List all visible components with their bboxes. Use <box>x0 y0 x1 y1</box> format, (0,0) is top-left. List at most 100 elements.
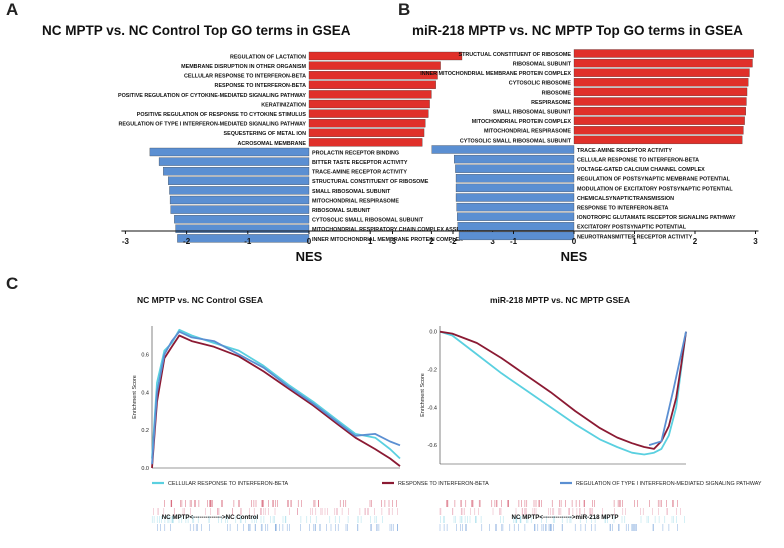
x-axis-label: NES <box>561 249 588 264</box>
term-label: CELLULAR RESPONSE TO INTERFERON-BETA <box>184 74 306 80</box>
bar-7 <box>573 106 746 116</box>
term-label: NEUROTRANSMITTER RECEPTOR ACTIVITY <box>577 234 693 240</box>
term-label: SMALL RIBOSOMAL SUBUNIT <box>493 110 572 116</box>
bar-16 <box>169 195 310 205</box>
bar-15 <box>169 186 310 195</box>
bar-11 <box>431 145 575 154</box>
x-tick-label: -3 <box>389 237 397 246</box>
series-line-2 <box>151 334 401 469</box>
bar-17 <box>170 205 310 214</box>
term-label: CYTOSOLIC SMALL RIBOSOMAL SUBUNIT <box>460 138 572 144</box>
bar-15 <box>455 183 575 193</box>
term-label: MITOCHONDRIAL PROTEIN COMPLEX <box>472 119 572 125</box>
term-label: RIBOSOME <box>542 90 572 96</box>
x-axis-label: NES <box>296 249 323 264</box>
bar-3 <box>573 68 750 77</box>
term-label: RIBOSOMAL SUBUNIT <box>513 62 572 68</box>
term-label: TRACE-AMINE RECEPTOR ACTIVITY <box>312 170 407 176</box>
series-line-1 <box>439 330 687 456</box>
bar-chart-a: REGULATION OF LACTATION MEMBRANE DISRUPTI… <box>118 51 496 264</box>
x-tick-label: -2 <box>449 237 457 246</box>
x-tick-label: 2 <box>429 237 434 246</box>
term-label: CELLULAR RESPONSE TO INTERFERON-BETA <box>577 158 699 164</box>
term-label: PROLACTIN RECEPTOR BINDING <box>312 150 399 156</box>
series-line-1 <box>151 328 401 460</box>
legend: CELLULAR RESPONSE TO INTERFERON-BETA RESP… <box>152 481 762 487</box>
term-label: STRUCTUAL CONSTITUENT OF RIBOSOME <box>458 52 571 58</box>
term-label: TRACE-AMINE RECEPTOR ACTIVITY <box>577 148 672 154</box>
bar-10 <box>573 135 743 145</box>
legend-label: REGULATION OF TYPE I INTERFERON-MEDIATED… <box>576 481 762 487</box>
bar-10 <box>308 138 423 147</box>
gsea-right-title: miR-218 MPTP vs. NC MPTP GSEA <box>490 295 630 305</box>
bar-9 <box>573 126 744 135</box>
bar-1 <box>573 49 754 58</box>
bar-2 <box>573 58 753 68</box>
y-tick-label: -0.6 <box>428 443 437 449</box>
x-tick-label: -3 <box>122 237 130 246</box>
gsea-left-title: NC MPTP vs. NC Control GSEA <box>137 295 263 305</box>
bar-4 <box>308 80 436 89</box>
x-tick-label: 0 <box>572 237 577 246</box>
term-label: RIBOSOMAL SUBUNIT <box>312 208 371 214</box>
term-label: RESPONSE TO INTERFERON-BETA <box>215 83 307 89</box>
bar-8 <box>573 116 745 125</box>
term-label: KERATINIZATION <box>261 102 306 108</box>
term-label: IONOTROPIC GLUTAMATE RECEPTOR SIGNALING … <box>577 215 736 221</box>
term-label: BITTER TASTE RECEPTOR ACTIVITY <box>312 160 408 166</box>
term-label: REGULATION OF LACTATION <box>230 54 306 60</box>
term-label: CYTOSOLIC SMALL RIBOSOMAL SUBUNIT <box>312 218 424 224</box>
bar-6 <box>573 97 747 106</box>
bar-13 <box>163 167 310 176</box>
bar-12 <box>158 157 310 166</box>
series-line-3 <box>151 330 401 465</box>
term-label: INNER MITOCHONDRIAL MEMBRANE PROTEIN COM… <box>312 237 463 243</box>
term-label: POSITIVE REGULATION OF CYTOKINE-MEDIATED… <box>118 93 306 99</box>
bar-14 <box>168 176 310 185</box>
term-label: RESPIRASOME <box>531 100 571 106</box>
bar-12 <box>454 154 575 164</box>
term-label: SEQUESTERING OF METAL ION <box>224 131 307 137</box>
gsea-left-bottom-label: NC MPTP<-------------->NC Control <box>162 514 259 521</box>
bar-17 <box>456 202 575 212</box>
x-tick-label: 1 <box>632 237 637 246</box>
bar-14 <box>455 174 575 183</box>
x-tick-label: -2 <box>183 237 191 246</box>
term-label: ACROSOMAL MEMBRANE <box>238 141 307 147</box>
bar-11 <box>149 147 310 157</box>
y-axis-label: Enrichment Score <box>420 373 426 417</box>
term-label: EXCITATORY POSTSYNAPTIC POTENTIAL <box>577 225 687 231</box>
bar-19 <box>175 224 310 233</box>
bar-8 <box>308 119 426 128</box>
panel-b-label: B <box>398 0 410 19</box>
bar-7 <box>308 109 429 118</box>
x-tick-label: 2 <box>693 237 698 246</box>
panel-a-label: A <box>6 0 18 19</box>
term-label: POSITIVE REGULATION OF RESPONSE TO CYTOK… <box>137 112 307 118</box>
bar-1 <box>308 51 463 61</box>
y-tick-label: 0.2 <box>141 428 149 434</box>
term-label: RESPONSE TO INTERFERON-BETA <box>577 206 669 212</box>
x-tick-label: 0 <box>307 237 312 246</box>
bar-19 <box>457 222 575 231</box>
bar-18 <box>457 212 575 221</box>
bar-18 <box>174 215 310 224</box>
bar-16 <box>455 193 575 202</box>
term-label: MODULATION OF EXCITATORY POSTSYNAPTIC PO… <box>577 186 733 192</box>
y-tick-label: 0.0 <box>141 466 149 472</box>
hit-barcodes <box>151 500 685 531</box>
term-label: SMALL RIBOSOMAL SUBUNIT <box>312 189 391 195</box>
x-tick-label: -1 <box>244 237 252 246</box>
term-label: REGULATION OF POSTSYNAPTIC MEMBRANE POTE… <box>577 177 731 183</box>
y-tick-label: -0.4 <box>428 405 437 411</box>
series-line-3 <box>648 331 687 446</box>
term-label: VOLTAGE-GATED CALCIUM CHANNEL COMPLEX <box>577 167 705 173</box>
term-label: INNER MITOCHONDRIAL MEMBRANE PROTEIN COM… <box>420 71 571 77</box>
term-label: MITOCHONDRIAL RESPIRASOME <box>484 129 571 135</box>
bar-4 <box>573 78 749 87</box>
bar-3 <box>308 71 438 80</box>
bar-13 <box>455 164 575 173</box>
panel-c-label: C <box>6 274 18 293</box>
gsea-left-plot: 0.0 0.2 0.4 0.6 Enrichment Score <box>132 326 401 472</box>
